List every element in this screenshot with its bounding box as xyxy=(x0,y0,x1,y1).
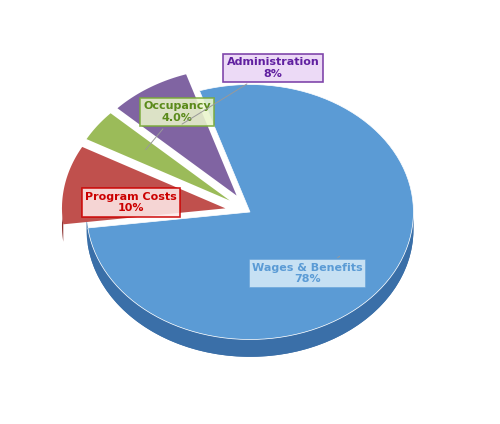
Polygon shape xyxy=(86,212,413,357)
Polygon shape xyxy=(62,147,226,224)
Text: Wages & Benefits
78%: Wages & Benefits 78% xyxy=(252,257,363,285)
Text: Program Costs
10%: Program Costs 10% xyxy=(85,192,176,213)
Polygon shape xyxy=(62,202,64,242)
Polygon shape xyxy=(118,74,236,195)
Polygon shape xyxy=(86,113,230,201)
Polygon shape xyxy=(88,84,414,340)
Text: Administration
8%: Administration 8% xyxy=(182,57,320,124)
Polygon shape xyxy=(88,209,414,357)
Text: Occupancy
4.0%: Occupancy 4.0% xyxy=(143,101,210,150)
